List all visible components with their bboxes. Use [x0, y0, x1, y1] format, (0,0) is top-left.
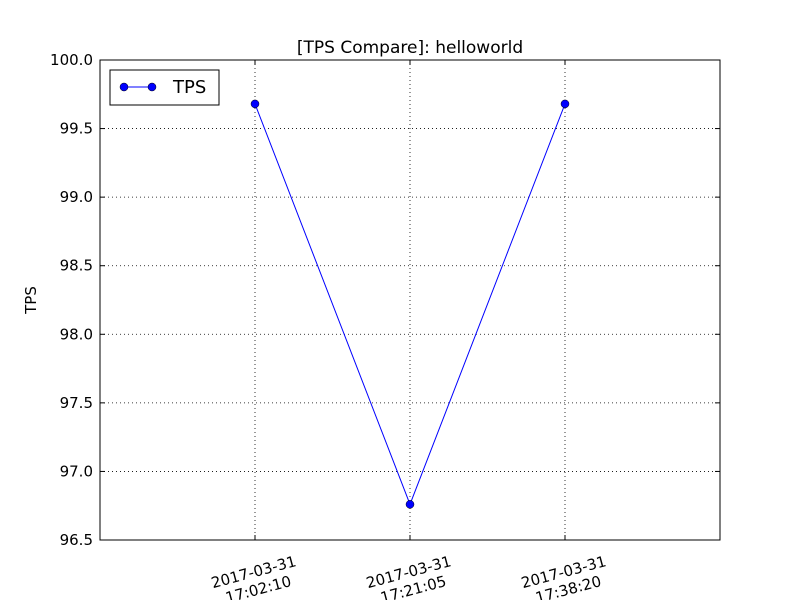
y-tick-label: 96.5 — [60, 531, 93, 549]
legend: TPS — [109, 69, 220, 106]
y-tick-label: 98.5 — [60, 257, 93, 275]
legend-marker — [147, 82, 157, 92]
series-layer — [250, 99, 570, 509]
y-tick-label: 99.0 — [60, 188, 93, 206]
legend-marker — [119, 82, 129, 92]
y-tick-label: 97.5 — [60, 394, 93, 412]
data-point — [405, 500, 415, 509]
y-tick-label: 100.0 — [50, 51, 93, 69]
data-point — [250, 99, 260, 109]
plot-frame — [99, 59, 721, 541]
chart-title: [TPS Compare]: helloworld — [297, 38, 523, 58]
y-tick-label: 98.0 — [60, 325, 93, 343]
y-tick-label: 97.0 — [60, 462, 93, 480]
y-tick-label: 99.5 — [60, 120, 93, 138]
y-axis-label: TPS — [22, 286, 40, 315]
y-axis-ticks: 96.5 97.0 97.5 98.0 98.5 99.0 99.5 100.0 — [50, 51, 720, 549]
legend-label-tps: TPS — [172, 77, 206, 98]
data-point — [560, 99, 570, 109]
grid-lines — [100, 60, 720, 540]
